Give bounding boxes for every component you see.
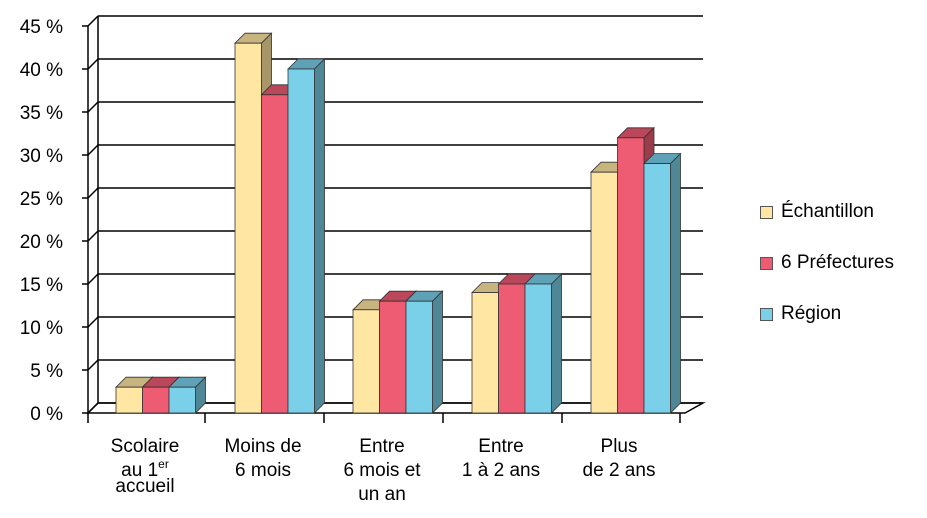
- x-tick-label-line: Entre: [359, 436, 404, 457]
- x-tick-label-line: Entre: [478, 436, 523, 457]
- y-tick-label: 20 %: [20, 232, 63, 253]
- gridline-side: [87, 101, 99, 113]
- bar-région-3: [524, 273, 563, 414]
- legend-item-6-prefectures: 6 Préfectures: [760, 251, 894, 275]
- bar-side: [551, 273, 562, 414]
- x-tick-label-line: 1 à 2 ans: [462, 460, 540, 481]
- gridline-side: [87, 230, 99, 242]
- x-tick-label-line: un an: [358, 484, 406, 505]
- y-tick-label: 10 %: [20, 318, 63, 339]
- x-tick-label-line: accueil: [115, 476, 174, 497]
- bar-région-0: [168, 376, 207, 414]
- y-tick-label: 5 %: [30, 361, 63, 382]
- bar-front: [142, 386, 170, 414]
- bar-front: [405, 300, 433, 414]
- bar-front: [643, 163, 671, 414]
- legend-label-region: Région: [781, 303, 842, 324]
- bar-side: [432, 290, 443, 414]
- x-tick-label: Plus de 2 ans: [583, 436, 656, 481]
- y-tick-label: 40 %: [20, 60, 63, 81]
- bar-région-2: [405, 290, 444, 414]
- y-tick-label: 35 %: [20, 103, 63, 124]
- x-tick-label: Moins de 6 mois: [224, 436, 301, 481]
- bar-side: [670, 152, 681, 414]
- bar-région-1: [287, 58, 326, 414]
- bar-front: [287, 68, 315, 414]
- legend-label-6-prefectures: 6 Préfectures: [781, 252, 894, 273]
- y-tick-label: 25 %: [20, 189, 63, 210]
- bar-front: [352, 309, 380, 414]
- bar-région-4: [643, 152, 682, 414]
- y-tick-label: 0 %: [30, 404, 63, 425]
- x-tick-label-line: Scolaire: [111, 436, 180, 457]
- y-tick-label: 30 %: [20, 146, 63, 167]
- y-tick-label: 45 %: [20, 17, 63, 38]
- legend-label-echantillon: Échantillon: [781, 201, 874, 222]
- bar-side: [314, 58, 325, 414]
- x-tick-label: Scolaire au 1er accueil: [111, 436, 180, 497]
- gridline-side: [87, 58, 99, 70]
- x-tick-label-line: 6 mois: [235, 460, 291, 481]
- x-tick-label-line: de 2 ans: [583, 460, 656, 481]
- legend-item-echantillon: Échantillon: [760, 200, 894, 224]
- gridline-side: [87, 316, 99, 328]
- gridline-side: [87, 187, 99, 199]
- x-tick-label: Entre 1 à 2 ans: [462, 436, 540, 481]
- bar-front: [590, 171, 618, 414]
- legend-swatch-region: [760, 307, 773, 321]
- legend-swatch-6-prefectures: [760, 256, 773, 270]
- bar-front: [379, 300, 407, 414]
- bar-front: [617, 137, 645, 414]
- x-tick-label-line: 6 mois et: [343, 460, 421, 481]
- bar-front: [261, 94, 289, 414]
- bar-front: [498, 283, 526, 414]
- x-tick-label-superscript: er: [158, 457, 169, 471]
- y-tick-label: 15 %: [20, 275, 63, 296]
- bar-front: [115, 386, 143, 414]
- bar-front: [168, 386, 196, 414]
- gridline-side: [87, 359, 99, 371]
- x-tick-label-line: Plus: [601, 436, 638, 457]
- gridline-side: [87, 144, 99, 156]
- legend-swatch-echantillon: [760, 205, 773, 219]
- bar-front: [471, 292, 499, 414]
- legend: Échantillon 6 Préfectures Région: [760, 200, 894, 353]
- bar-front: [234, 42, 262, 414]
- gridline-side: [87, 273, 99, 285]
- legend-item-region: Région: [760, 302, 894, 326]
- gridline-side: [87, 15, 99, 27]
- x-tick-label: Entre 6 mois et un an: [343, 436, 421, 505]
- x-tick-label-line: Moins de: [224, 436, 301, 457]
- bar-front: [524, 283, 552, 414]
